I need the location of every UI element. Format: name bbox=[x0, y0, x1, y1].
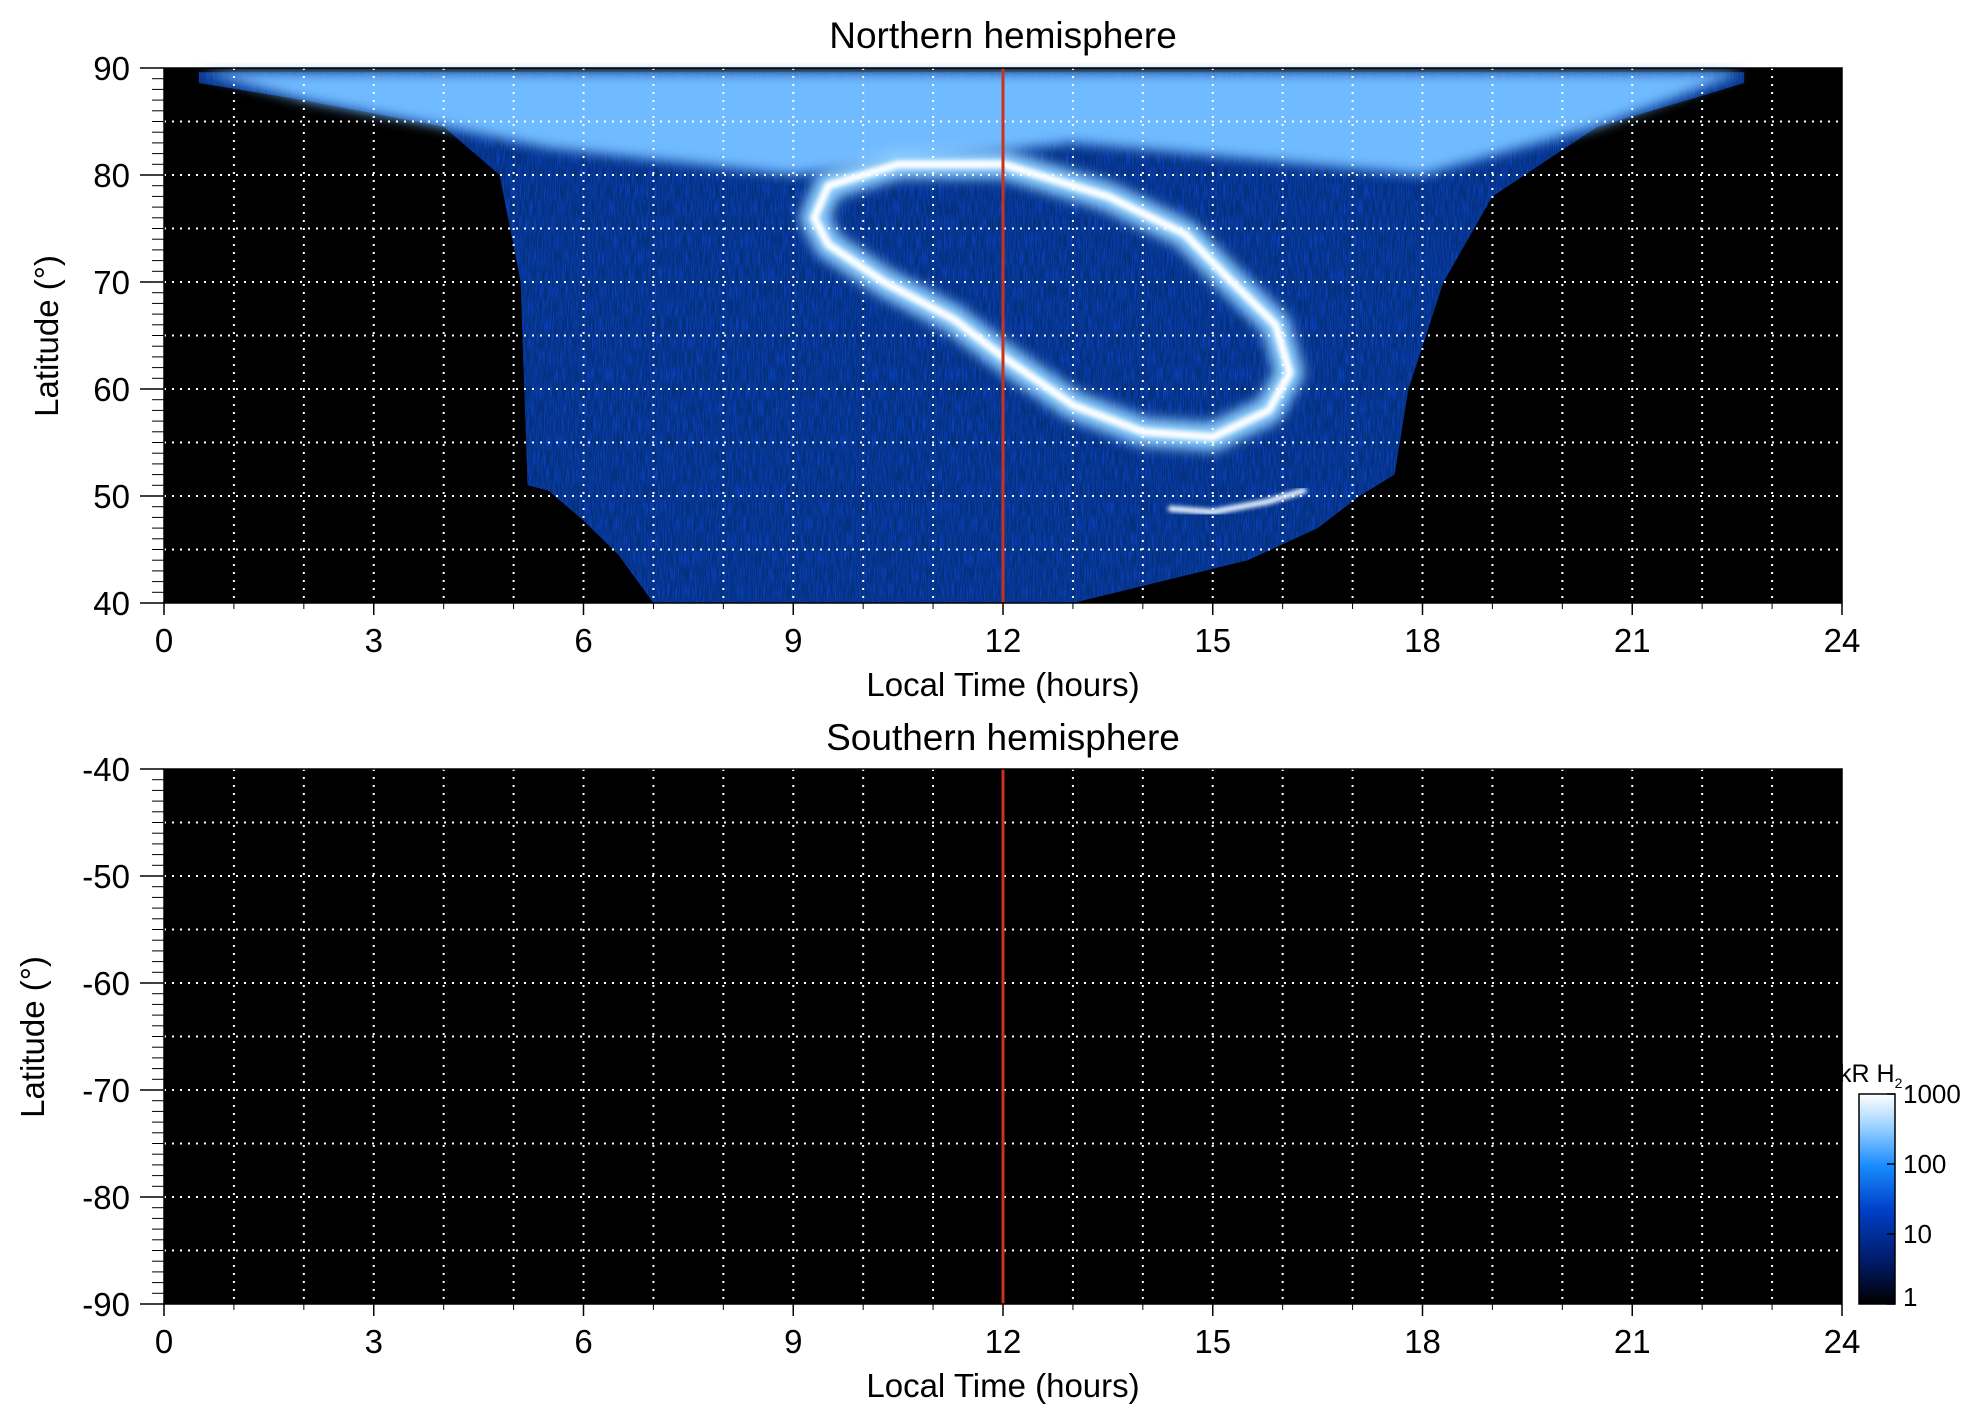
x-tick-label: 3 bbox=[365, 622, 383, 659]
colorbar-label-main: kR H bbox=[1839, 1060, 1895, 1088]
y-tick-label: 80 bbox=[93, 157, 130, 194]
x-tick-label: 6 bbox=[574, 622, 592, 659]
colorbar-label-subscript: 2 bbox=[1895, 1075, 1903, 1091]
x-tick-label: 21 bbox=[1614, 1323, 1651, 1360]
auroral-oval bbox=[810, 160, 1294, 442]
x-tick-label: 0 bbox=[155, 622, 173, 659]
x-tick-label: 18 bbox=[1404, 1323, 1441, 1360]
northern-panel: Northern hemisphere 0 3 6 9 12 15 18 21 24 40 50 60… bbox=[28, 15, 1860, 703]
colorbar-tick-label: 1 bbox=[1903, 1282, 1917, 1312]
colorbar: kR H2 1 10 100 1000 bbox=[1839, 1060, 1961, 1312]
northern-x-label: Local Time (hours) bbox=[866, 666, 1139, 703]
southern-x-label: Local Time (hours) bbox=[866, 1367, 1139, 1404]
x-tick-label: 12 bbox=[985, 622, 1022, 659]
y-tick-label: 60 bbox=[93, 371, 130, 408]
y-tick-label: -70 bbox=[82, 1072, 130, 1109]
northern-y-label: Latitude (°) bbox=[28, 255, 65, 417]
colorbar-ticks: 1 10 100 1000 bbox=[1887, 1079, 1961, 1312]
colorbar-tick-label: 100 bbox=[1903, 1149, 1946, 1179]
southern-y-label: Latitude (°) bbox=[14, 956, 51, 1118]
y-tick-label: 90 bbox=[93, 50, 130, 87]
northern-title: Northern hemisphere bbox=[829, 15, 1177, 56]
x-tick-label: 15 bbox=[1194, 622, 1231, 659]
colorbar-label: kR H2 bbox=[1839, 1060, 1903, 1091]
colorbar-tick-label: 1000 bbox=[1903, 1079, 1961, 1109]
x-tick-label: 0 bbox=[155, 1323, 173, 1360]
x-tick-label: 12 bbox=[985, 1323, 1022, 1360]
colorbar-tick-label: 10 bbox=[1903, 1219, 1932, 1249]
x-tick-label: 18 bbox=[1404, 622, 1441, 659]
x-tick-label: 6 bbox=[574, 1323, 592, 1360]
x-tick-label: 9 bbox=[784, 622, 802, 659]
southern-axes: 0 3 6 9 12 15 18 21 24 -40 -50 -60 -70 -80 -90 bbox=[82, 751, 1860, 1360]
southern-title: Southern hemisphere bbox=[826, 717, 1180, 758]
colorbar-gradient bbox=[1858, 1093, 1896, 1305]
secondary-arc bbox=[1167, 487, 1307, 516]
y-tick-label: -40 bbox=[82, 751, 130, 788]
northern-axes: 0 3 6 9 12 15 18 21 24 40 50 60 70 80 90 bbox=[93, 50, 1860, 659]
x-tick-label: 24 bbox=[1824, 1323, 1861, 1360]
polar-cap-emission bbox=[198, 72, 1745, 175]
northern-emission bbox=[198, 72, 1745, 603]
x-tick-label: 15 bbox=[1194, 1323, 1231, 1360]
y-tick-label: 40 bbox=[93, 585, 130, 622]
y-tick-label: 70 bbox=[93, 264, 130, 301]
y-tick-label: 50 bbox=[93, 478, 130, 515]
y-tick-label: -60 bbox=[82, 965, 130, 1002]
plot-frame bbox=[163, 67, 1843, 604]
x-tick-label: 24 bbox=[1824, 622, 1861, 659]
y-tick-label: -90 bbox=[82, 1286, 130, 1323]
northern-grid bbox=[164, 68, 1842, 603]
plot-frame bbox=[163, 768, 1843, 1305]
y-tick-label: -80 bbox=[82, 1179, 130, 1216]
x-tick-label: 21 bbox=[1614, 622, 1651, 659]
y-tick-label: -50 bbox=[82, 858, 130, 895]
southern-panel: Southern hemisphere 0 3 6 9 12 15 18 21 24 -40 -50… bbox=[14, 717, 1860, 1404]
x-tick-label: 9 bbox=[784, 1323, 802, 1360]
x-tick-label: 3 bbox=[365, 1323, 383, 1360]
